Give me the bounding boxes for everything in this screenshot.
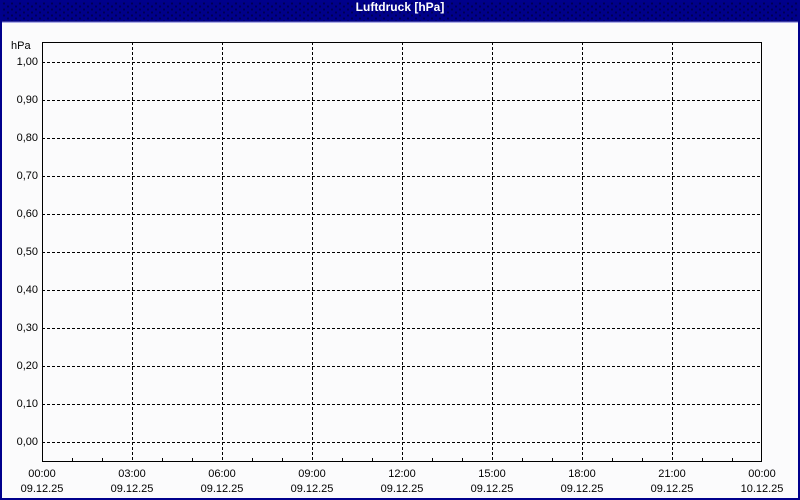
svg-text:10.12.25: 10.12.25 bbox=[741, 483, 784, 495]
svg-text:09.12.25: 09.12.25 bbox=[291, 483, 334, 495]
svg-text:0,70: 0,70 bbox=[17, 170, 38, 182]
svg-text:06:00: 06:00 bbox=[208, 468, 236, 480]
svg-text:0,10: 0,10 bbox=[17, 398, 38, 410]
svg-text:09.12.25: 09.12.25 bbox=[651, 483, 694, 495]
svg-text:09.12.25: 09.12.25 bbox=[111, 483, 154, 495]
svg-text:1,00: 1,00 bbox=[17, 56, 38, 68]
svg-text:0,90: 0,90 bbox=[17, 94, 38, 106]
svg-text:0,20: 0,20 bbox=[17, 360, 38, 372]
svg-text:0,00: 0,00 bbox=[17, 436, 38, 448]
svg-text:00:00: 00:00 bbox=[28, 468, 56, 480]
svg-text:09.12.25: 09.12.25 bbox=[561, 483, 604, 495]
svg-text:03:00: 03:00 bbox=[118, 468, 146, 480]
svg-text:09.12.25: 09.12.25 bbox=[21, 483, 64, 495]
svg-text:0,40: 0,40 bbox=[17, 284, 38, 296]
svg-text:09.12.25: 09.12.25 bbox=[381, 483, 424, 495]
svg-text:0,60: 0,60 bbox=[17, 208, 38, 220]
svg-text:00:00: 00:00 bbox=[748, 468, 776, 480]
svg-text:15:00: 15:00 bbox=[478, 468, 506, 480]
svg-text:0,30: 0,30 bbox=[17, 322, 38, 334]
svg-text:09.12.25: 09.12.25 bbox=[471, 483, 514, 495]
svg-text:09.12.25: 09.12.25 bbox=[201, 483, 244, 495]
svg-text:0,80: 0,80 bbox=[17, 132, 38, 144]
svg-text:12:00: 12:00 bbox=[388, 468, 416, 480]
svg-text:hPa: hPa bbox=[11, 40, 31, 52]
svg-text:21:00: 21:00 bbox=[658, 468, 686, 480]
svg-text:0,50: 0,50 bbox=[17, 246, 38, 258]
svg-text:18:00: 18:00 bbox=[568, 468, 596, 480]
svg-text:09:00: 09:00 bbox=[298, 468, 326, 480]
